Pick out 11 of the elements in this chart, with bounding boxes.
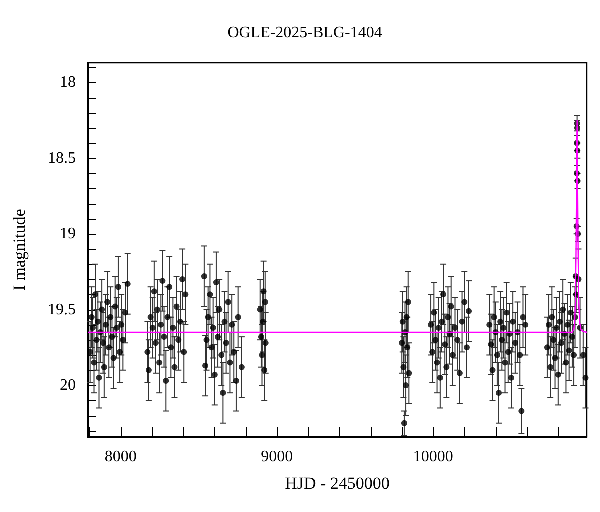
x-tick-label: 9000 <box>261 448 294 466</box>
y-tick-label: 18 <box>60 74 76 92</box>
y-tick-label: 20 <box>60 377 76 394</box>
chart-title: OGLE-2025-BLG-1404 <box>228 24 382 42</box>
x-axis-title: HJD - 2450000 <box>285 474 390 493</box>
x-tick-label: 8000 <box>104 448 137 466</box>
y-tick-label: 19.5 <box>48 301 76 318</box>
y-tick-label: 18.5 <box>48 150 76 167</box>
y-axis-title: I magnitude <box>10 209 29 291</box>
y-tick-label: 19 <box>60 226 76 243</box>
x-tick-label: 10000 <box>413 448 454 466</box>
